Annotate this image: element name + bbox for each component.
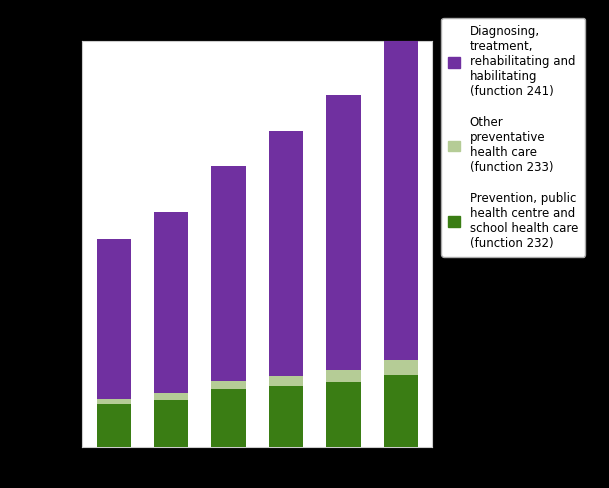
Legend: Diagnosing,
treatment,
rehabilitating and
habilitating
(function 241), Other
pre: Diagnosing, treatment, rehabilitating an… [442, 18, 585, 257]
Bar [97, 405, 131, 447]
Bar [154, 400, 188, 447]
Bar [154, 393, 188, 400]
Bar [97, 399, 131, 405]
Bar [384, 40, 418, 361]
Bar [211, 381, 246, 389]
Bar [211, 165, 246, 381]
Bar [326, 370, 361, 382]
Bar [326, 96, 361, 370]
Bar [384, 361, 418, 375]
Bar [154, 212, 188, 393]
Bar [269, 131, 303, 376]
Bar [384, 375, 418, 447]
Bar [326, 382, 361, 447]
Bar [211, 389, 246, 447]
Bar [269, 386, 303, 447]
Bar [269, 376, 303, 386]
Bar [97, 239, 131, 399]
